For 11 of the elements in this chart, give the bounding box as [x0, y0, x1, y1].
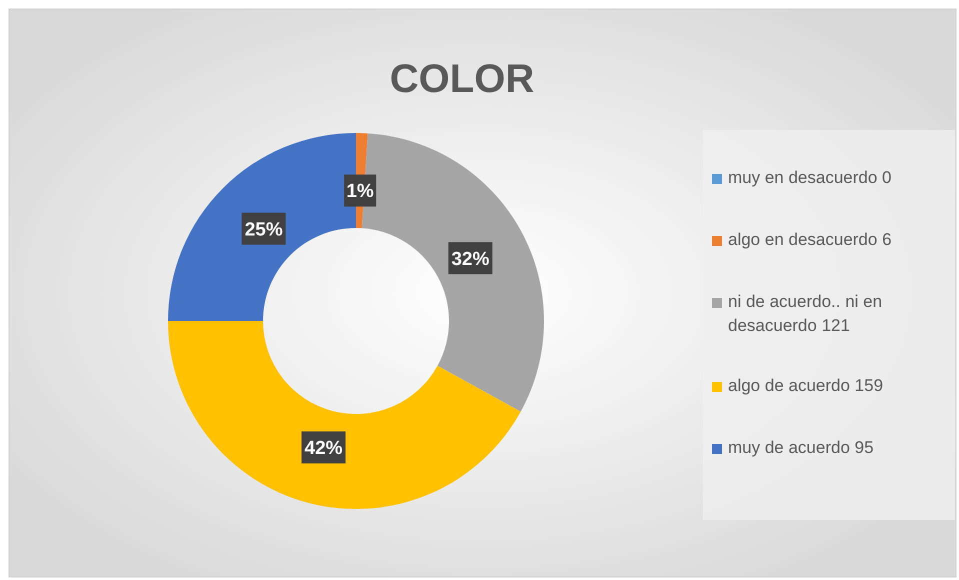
- legend-label: algo de acuerdo 159: [728, 376, 884, 395]
- data-label: 1%: [346, 181, 374, 202]
- legend-label: ni de acuerdo.. ni en desacuerdo 121: [728, 292, 882, 335]
- legend-label: muy en desacuerdo 0: [728, 168, 892, 187]
- data-label: 42%: [304, 438, 343, 460]
- data-label: 32%: [451, 248, 490, 270]
- data-label: 25%: [244, 219, 283, 240]
- legend-label: algo en desacuerdo 6: [728, 230, 892, 249]
- chart-title: COLOR: [390, 57, 534, 101]
- donut-slice: [168, 321, 521, 509]
- legend-label: muy de acuerdo 95: [728, 438, 874, 457]
